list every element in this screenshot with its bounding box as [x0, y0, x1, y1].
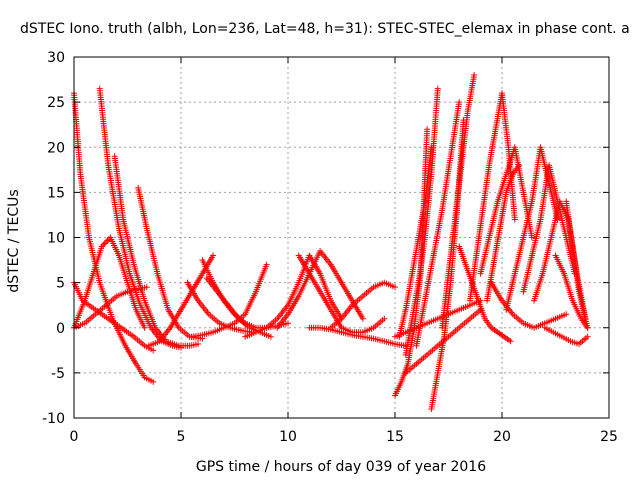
y-tick-label: 0	[56, 321, 65, 337]
data-point	[424, 126, 431, 133]
data-series	[520, 162, 578, 295]
data-series	[242, 252, 345, 340]
data-series	[392, 297, 484, 340]
axis-ticks	[73, 56, 610, 419]
data-series	[71, 90, 157, 385]
y-tick-label: -10	[42, 411, 65, 427]
data-series	[199, 257, 291, 331]
x-tick-label: 10	[279, 429, 297, 445]
data-series	[484, 162, 523, 304]
data-series	[145, 252, 217, 349]
x-tick-label: 25	[600, 429, 618, 445]
data-series	[503, 144, 561, 313]
data-point	[195, 340, 202, 347]
data-series	[396, 144, 435, 340]
data-series	[477, 144, 535, 277]
data-point	[584, 333, 591, 340]
data-point	[471, 72, 478, 79]
data-series	[96, 85, 184, 351]
data-point	[285, 320, 291, 327]
data-series	[563, 198, 591, 331]
data-point	[434, 85, 441, 92]
y-tick-label: 20	[47, 140, 65, 156]
x-tick-label: 15	[386, 429, 404, 445]
data-series	[541, 324, 591, 347]
data-marks	[71, 72, 591, 412]
data-point	[563, 311, 570, 318]
x-axis-label: GPS time / hours of day 039 of year 2016	[196, 459, 486, 475]
data-series	[188, 261, 270, 340]
data-point	[584, 324, 591, 331]
y-tick-label: 5	[56, 276, 65, 292]
data-series	[71, 284, 150, 331]
data-point	[150, 347, 157, 354]
data-series	[402, 306, 484, 376]
x-tick-label: 5	[177, 429, 186, 445]
data-point	[507, 338, 514, 345]
data-point	[528, 234, 535, 241]
y-tick-label: 25	[47, 95, 65, 111]
data-series	[274, 248, 366, 331]
data-series	[552, 252, 591, 331]
data-series	[111, 153, 202, 349]
data-series	[456, 243, 514, 345]
chart-title: dSTEC Iono. truth (albh, Lon=236, Lat=48…	[20, 21, 630, 37]
data-point	[511, 216, 518, 223]
data-point	[392, 284, 398, 291]
data-point	[143, 284, 150, 291]
data-point	[141, 324, 148, 331]
data-point	[359, 315, 366, 322]
data-point	[516, 162, 523, 169]
x-tick-label: 0	[70, 429, 79, 445]
data-point	[267, 333, 274, 340]
data-series	[466, 90, 518, 304]
data-point	[456, 99, 463, 106]
data-point	[210, 252, 217, 259]
data-series	[402, 85, 441, 358]
y-axis-label: dSTEC / TECUs	[6, 189, 22, 292]
y-tick-label: 10	[47, 231, 65, 247]
y-tick-label: -5	[51, 366, 65, 382]
x-tick-label: 20	[493, 429, 511, 445]
y-tick-label: 15	[47, 185, 65, 201]
data-point	[263, 261, 270, 268]
data-series	[306, 324, 409, 349]
tick-labels: 0 5 10 15 20 25 -10 -5 0 5 10 15 20 25 30	[42, 50, 618, 445]
data-point	[150, 378, 157, 385]
grid	[74, 57, 609, 418]
data-point	[381, 315, 388, 322]
y-tick-label: 30	[47, 50, 65, 66]
